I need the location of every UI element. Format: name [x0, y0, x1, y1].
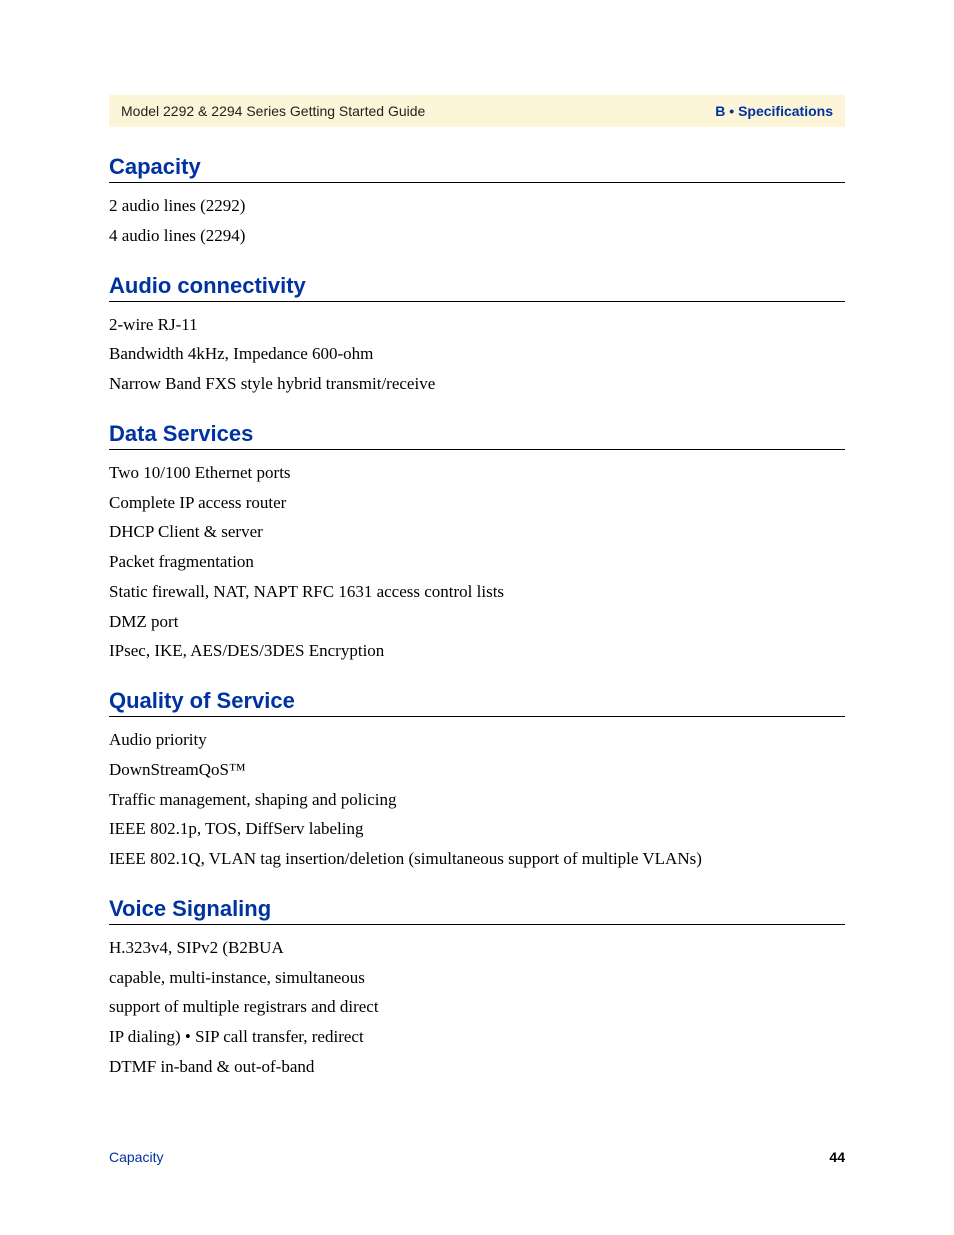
spec-item: Two 10/100 Ethernet ports: [109, 458, 845, 488]
page-number: 44: [829, 1149, 845, 1165]
header-right-text: B • Specifications: [715, 103, 833, 119]
page: Model 2292 & 2294 Series Getting Started…: [0, 0, 954, 1235]
section-heading: Quality of Service: [109, 688, 845, 714]
footer: Capacity 44: [109, 1149, 845, 1165]
section-rule: [109, 924, 845, 925]
section-rule: [109, 449, 845, 450]
section-rule: [109, 182, 845, 183]
spec-item: 2 audio lines (2292): [109, 191, 845, 221]
section-heading: Data Services: [109, 421, 845, 447]
spec-item: Audio priority: [109, 725, 845, 755]
section: Data Services Two 10/100 Ethernet portsCo…: [109, 421, 845, 666]
spec-item: DTMF in-band & out-of-band: [109, 1052, 845, 1082]
spec-item: Traffic management, shaping and policing: [109, 785, 845, 815]
section-rule: [109, 716, 845, 717]
section: Audio connectivity 2-wire RJ-11Bandwidth …: [109, 273, 845, 399]
spec-item: Static firewall, NAT, NAPT RFC 1631 acce…: [109, 577, 845, 607]
spec-item: Bandwidth 4kHz, Impedance 600-ohm: [109, 339, 845, 369]
spec-item: IEEE 802.1p, TOS, DiffServ labeling: [109, 814, 845, 844]
spec-item: IEEE 802.1Q, VLAN tag insertion/deletion…: [109, 844, 845, 874]
spec-item: DMZ port: [109, 607, 845, 637]
spec-item: IP dialing) • SIP call transfer, redirec…: [109, 1022, 845, 1052]
header-bar: Model 2292 & 2294 Series Getting Started…: [109, 95, 845, 127]
header-left-text: Model 2292 & 2294 Series Getting Started…: [121, 103, 425, 119]
section-heading: Audio connectivity: [109, 273, 845, 299]
spec-item: 4 audio lines (2294): [109, 221, 845, 251]
spec-item: IPsec, IKE, AES/DES/3DES Encryption: [109, 636, 845, 666]
spec-item: DownStreamQoS™: [109, 755, 845, 785]
spec-item: Complete IP access router: [109, 488, 845, 518]
spec-item: Narrow Band FXS style hybrid transmit/re…: [109, 369, 845, 399]
content-area: Capacity 2 audio lines (2292)4 audio line…: [109, 154, 845, 1104]
section: Capacity 2 audio lines (2292)4 audio line…: [109, 154, 845, 251]
spec-item: capable, multi-instance, simultaneous: [109, 963, 845, 993]
spec-item: support of multiple registrars and direc…: [109, 992, 845, 1022]
spec-item: 2-wire RJ-11: [109, 310, 845, 340]
section-heading: Voice Signaling: [109, 896, 845, 922]
footer-section-label: Capacity: [109, 1149, 163, 1165]
spec-item: Packet fragmentation: [109, 547, 845, 577]
spec-item: H.323v4, SIPv2 (B2BUA: [109, 933, 845, 963]
section: Voice Signaling H.323v4, SIPv2 (B2BUAcapa…: [109, 896, 845, 1082]
section-heading: Capacity: [109, 154, 845, 180]
spec-item: DHCP Client & server: [109, 517, 845, 547]
section-rule: [109, 301, 845, 302]
section: Quality of Service Audio priorityDownStre…: [109, 688, 845, 874]
